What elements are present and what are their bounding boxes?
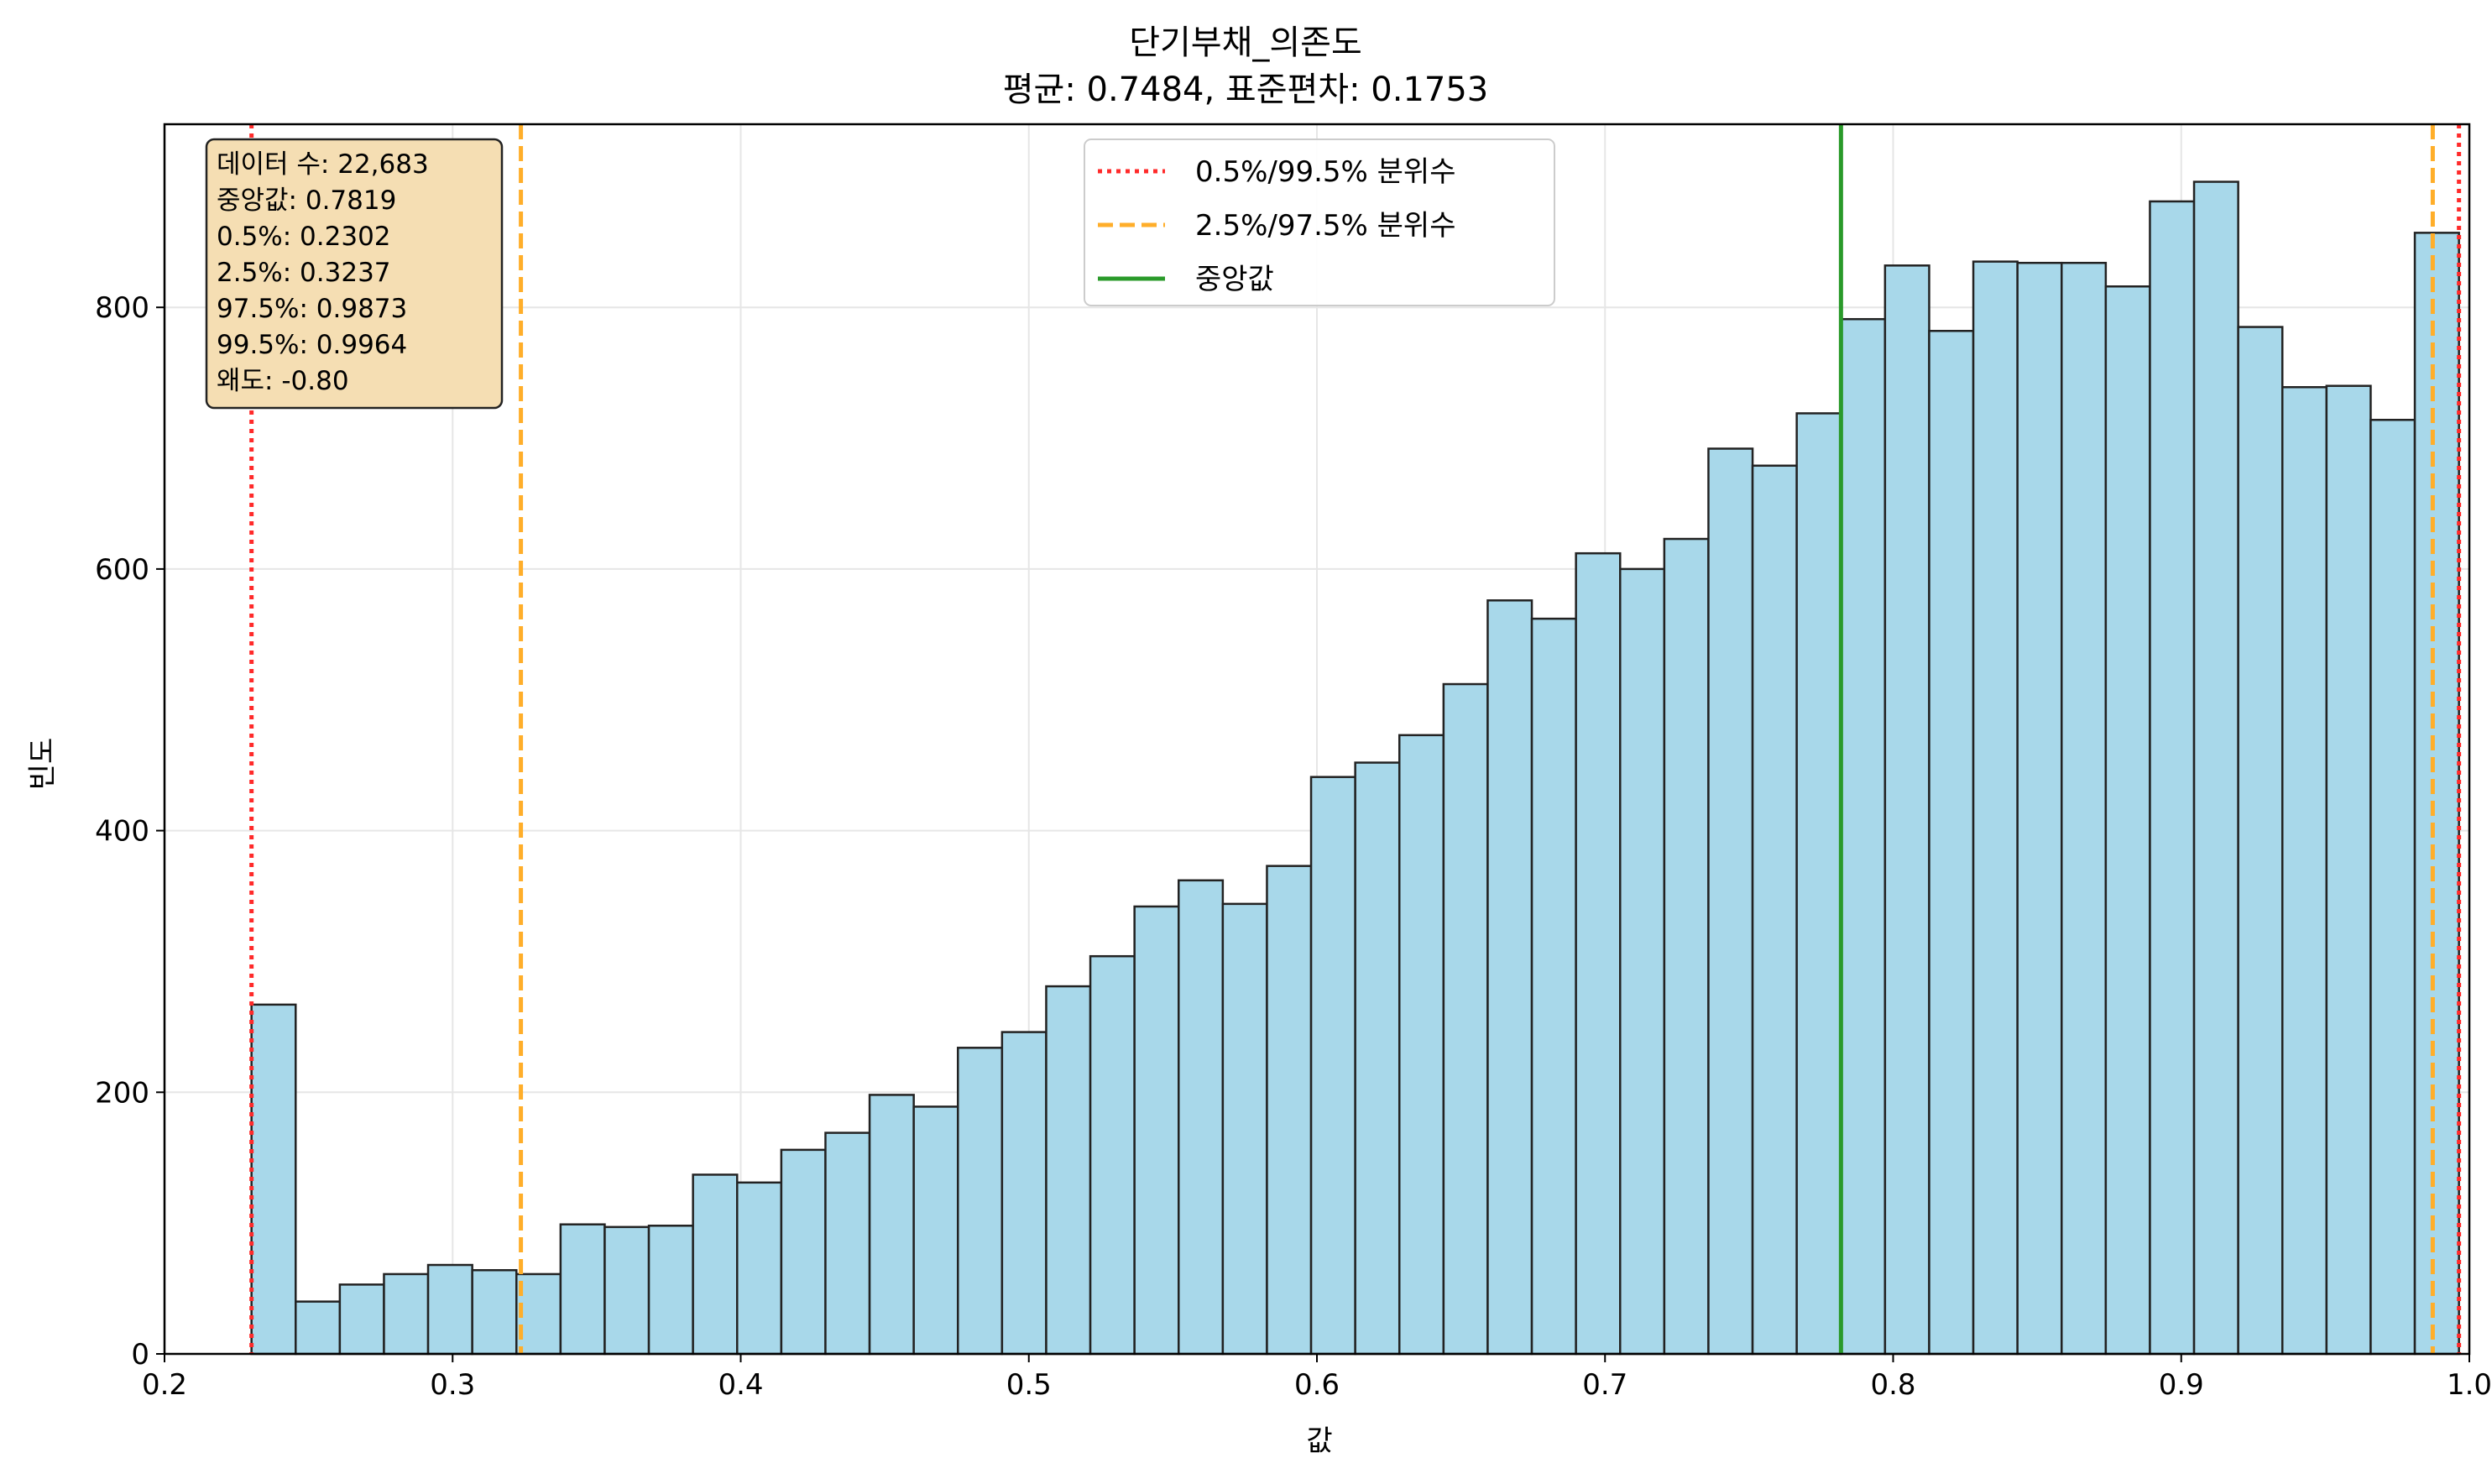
histogram-bar xyxy=(1309,776,1356,1356)
histogram-bar xyxy=(1221,902,1268,1356)
y-tick-label: 200 xyxy=(95,1076,149,1110)
stats-line: 99.5%: 0.9964 xyxy=(217,330,407,360)
stats-line: 0.5%: 0.2302 xyxy=(217,222,391,252)
y-tick-label: 400 xyxy=(95,815,149,849)
histogram-bar xyxy=(295,1300,342,1356)
histogram-bar xyxy=(2413,232,2460,1356)
stats-line: 데이터 수: 22,683 xyxy=(217,149,429,180)
x-tick-label: 0.4 xyxy=(718,1368,763,1402)
histogram-bar xyxy=(647,1225,694,1356)
histogram-bar xyxy=(1530,617,1577,1356)
histogram-bar xyxy=(1045,985,1092,1356)
histogram-bar xyxy=(383,1272,430,1356)
histogram-bar xyxy=(1089,954,1136,1356)
histogram-bar xyxy=(1266,865,1313,1356)
legend-background xyxy=(1084,138,1555,306)
y-tick-label: 0 xyxy=(131,1338,149,1372)
stats-line: 97.5%: 0.9873 xyxy=(217,294,407,324)
histogram-bar xyxy=(692,1173,739,1356)
histogram-bar xyxy=(912,1105,959,1356)
x-axis-ticks: 0.2 0.3 0.4 0.5 0.6 0.7 0.8 0.9 1.0 xyxy=(142,1354,2492,1402)
histogram-bar xyxy=(1619,567,1666,1356)
histogram-bar xyxy=(2325,384,2372,1356)
x-tick-label: 1.0 xyxy=(2447,1368,2492,1402)
legend-label: 0.5%/99.5% 분위수 xyxy=(1195,155,1456,189)
histogram-bar xyxy=(2016,261,2063,1356)
stats-box: 데이터 수: 22,683 중앙값: 0.7819 0.5%: 0.2302 2.5%… xyxy=(205,138,504,410)
histogram-bar xyxy=(2369,418,2416,1356)
histogram-bar xyxy=(1575,551,1622,1356)
stats-line: 2.5%: 0.3237 xyxy=(217,258,391,288)
histogram-bar xyxy=(515,1272,562,1356)
histogram-bar xyxy=(1707,447,1754,1356)
x-tick-label: 0.9 xyxy=(2159,1368,2204,1402)
x-axis-label: 값 xyxy=(1306,1424,1332,1458)
y-axis-ticks: 0 200 400 600 800 xyxy=(95,291,165,1372)
histogram-bar xyxy=(780,1148,827,1356)
histogram-bar xyxy=(1133,905,1180,1356)
stats-box-background xyxy=(205,138,504,410)
histogram-bar xyxy=(2280,386,2328,1356)
chart-title: 단기부채_의존도 xyxy=(1129,24,1362,62)
histogram-bar xyxy=(2192,180,2239,1356)
x-tick-label: 0.2 xyxy=(142,1368,187,1402)
histogram-bar xyxy=(2149,200,2196,1356)
chart-subtitle: 평균: 0.7484, 표준편차: 0.1753 xyxy=(1003,71,1489,109)
histogram-bar xyxy=(1795,412,1842,1356)
histogram-bar xyxy=(1883,264,1930,1356)
histogram-bar xyxy=(471,1269,518,1356)
x-tick-label: 0.6 xyxy=(1294,1368,1340,1402)
x-tick-label: 0.5 xyxy=(1006,1368,1052,1402)
histogram-bar xyxy=(1751,464,1798,1356)
y-tick-label: 600 xyxy=(95,553,149,587)
histogram-bar xyxy=(2104,285,2151,1356)
histogram-bar xyxy=(338,1283,385,1356)
legend-label: 2.5%/97.5% 분위수 xyxy=(1195,209,1456,243)
y-tick-label: 800 xyxy=(95,291,149,325)
histogram-bar xyxy=(603,1225,650,1356)
histogram-bar xyxy=(1178,879,1225,1356)
histogram-bar xyxy=(1000,1031,1047,1356)
y-axis-label: 빈도 xyxy=(26,738,60,791)
histogram-bar xyxy=(559,1223,606,1356)
histogram-bar xyxy=(1972,260,2019,1356)
x-tick-label: 0.8 xyxy=(1870,1368,1915,1402)
histogram-bars xyxy=(250,180,2460,1356)
x-tick-label: 0.7 xyxy=(1582,1368,1627,1402)
stats-line: 중앙값: 0.7819 xyxy=(217,186,396,216)
histogram-bar xyxy=(426,1263,473,1356)
histogram-bar xyxy=(957,1047,1004,1356)
histogram-bar xyxy=(1354,761,1401,1356)
histogram-bar xyxy=(1839,317,1887,1356)
histogram-bar xyxy=(824,1131,871,1356)
histogram-bar xyxy=(1663,537,1710,1356)
histogram-bar xyxy=(2237,326,2284,1356)
histogram-bar xyxy=(868,1094,915,1356)
histogram-bar xyxy=(1398,734,1445,1356)
histogram-bar xyxy=(1442,682,1489,1356)
histogram-bar xyxy=(1928,329,1975,1356)
stats-line: 왜도: -0.80 xyxy=(217,366,349,396)
histogram-bar xyxy=(736,1181,783,1356)
legend-label: 중앙값 xyxy=(1195,263,1274,296)
histogram-bar xyxy=(2060,261,2108,1356)
x-tick-label: 0.3 xyxy=(430,1368,475,1402)
histogram-bar xyxy=(1486,599,1533,1356)
histogram-bar xyxy=(250,1003,297,1356)
